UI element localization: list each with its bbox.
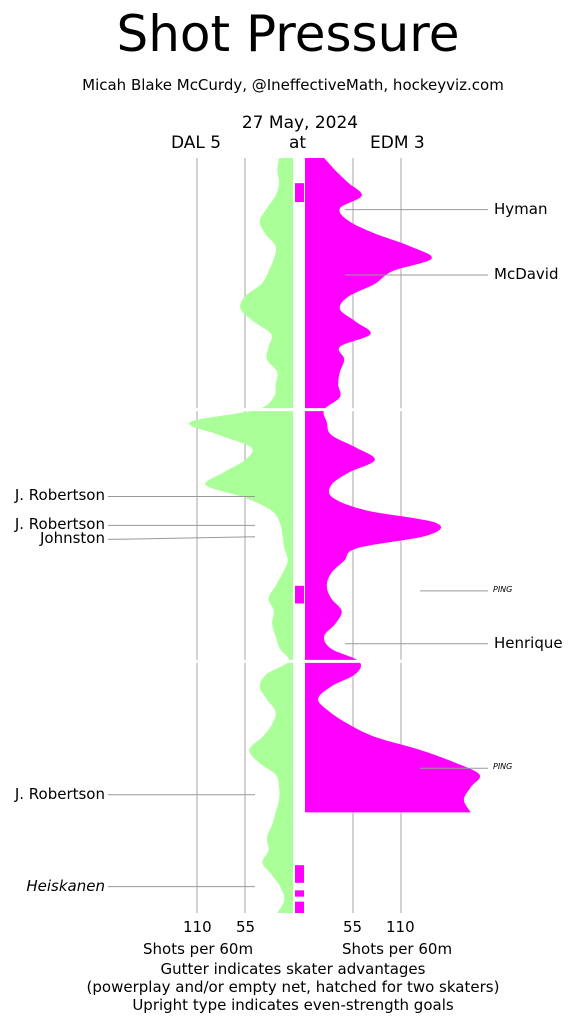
footer-line-2: (powerplay and/or empty net, hatched for… bbox=[86, 978, 500, 996]
goal-label-edm: Hyman bbox=[494, 199, 548, 218]
area-left bbox=[189, 158, 293, 913]
home-team-label: EDM 3 bbox=[370, 133, 425, 153]
advantage-bar bbox=[295, 901, 304, 913]
advantage-bar bbox=[295, 183, 304, 203]
area-right bbox=[305, 158, 481, 813]
goal-label-dal: Heiskanen bbox=[26, 876, 105, 895]
goal-label-dal: J. Robertson bbox=[14, 486, 105, 505]
advantage-bar bbox=[295, 585, 304, 604]
tick-left-55: 55 bbox=[236, 918, 256, 936]
advantage-bar bbox=[295, 865, 304, 883]
x-axis-label-left: Shots per 60m bbox=[143, 940, 254, 958]
game-date: 27 May, 2024 bbox=[241, 113, 359, 133]
goal-label-dal: J. Robertson bbox=[14, 515, 105, 534]
goal-label-dal: J. Robertson bbox=[14, 784, 105, 803]
tick-right-55: 55 bbox=[343, 918, 363, 936]
goal-leader-line bbox=[107, 536, 256, 540]
footer-line-3: Upright type indicates even-strength goa… bbox=[132, 996, 454, 1014]
x-axis-label-right: Shots per 60m bbox=[342, 940, 453, 958]
advantage-bar bbox=[295, 890, 304, 897]
period-separators bbox=[120, 408, 520, 663]
pressure-areas bbox=[189, 158, 481, 913]
tick-left-110: 110 bbox=[183, 918, 212, 936]
goal-label-edm: PING bbox=[493, 584, 513, 594]
byline: Micah Blake McCurdy, @IneffectiveMath, h… bbox=[82, 76, 504, 94]
away-team-label: DAL 5 bbox=[171, 133, 222, 153]
goal-label-edm: McDavid bbox=[494, 265, 559, 284]
skater-advantage-gutter bbox=[295, 183, 304, 913]
at-label: at bbox=[289, 133, 307, 153]
goal-label-edm: Henrique bbox=[494, 633, 563, 652]
chart-title: Shot Pressure bbox=[116, 5, 460, 63]
footer-line-1: Gutter indicates skater advantages bbox=[160, 960, 426, 978]
goal-label-edm: PING bbox=[493, 762, 513, 772]
goal-label-dal: Johnston bbox=[40, 529, 105, 548]
tick-right-110: 110 bbox=[386, 918, 415, 936]
footer-notes: Gutter indicates skater advantages (powe… bbox=[0, 960, 576, 1014]
goal-leader-lines bbox=[107, 209, 488, 888]
